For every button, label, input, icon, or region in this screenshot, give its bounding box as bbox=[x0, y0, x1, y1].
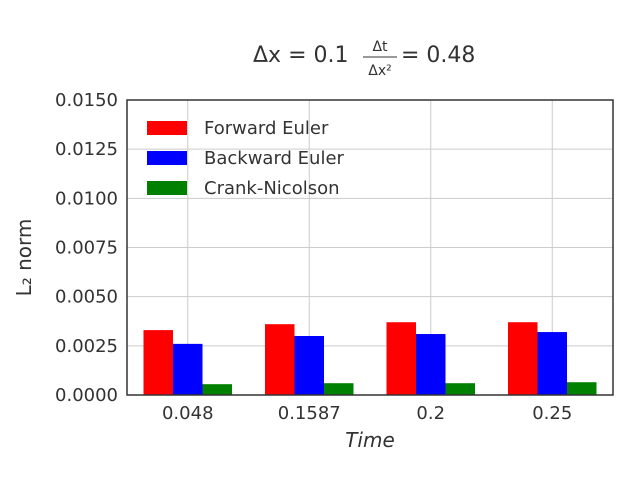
x-axis-label: Time bbox=[345, 428, 395, 452]
legend-label: Backward Euler bbox=[204, 148, 345, 169]
bar-backward-euler-0 bbox=[173, 343, 203, 395]
y-tick-labels: 0.0000 0.0025 0.0050 0.0075 0.0100 0.0125 0.01… bbox=[55, 90, 118, 406]
bar-crank-nicolson-1 bbox=[324, 383, 354, 395]
x-tick-label: 0.2 bbox=[416, 403, 445, 424]
bar-crank-nicolson-0 bbox=[202, 384, 232, 395]
y-axis-label: L₂ norm bbox=[12, 219, 36, 297]
legend-swatch bbox=[147, 181, 187, 195]
x-tick-label: 0.1587 bbox=[278, 403, 341, 424]
legend-swatch bbox=[147, 151, 187, 165]
y-tick-label: 0.0125 bbox=[55, 139, 118, 160]
y-tick-label: 0.0000 bbox=[55, 385, 118, 406]
legend-label: Forward Euler bbox=[204, 118, 329, 139]
legend-label: Crank-Nicolson bbox=[204, 178, 340, 199]
bar-forward-euler-2 bbox=[386, 322, 416, 395]
y-tick-label: 0.0075 bbox=[55, 238, 118, 259]
y-tick-label: 0.0050 bbox=[55, 287, 118, 308]
bar-crank-nicolson-2 bbox=[445, 383, 475, 395]
y-tick-label: 0.0150 bbox=[55, 90, 118, 111]
bar-backward-euler-2 bbox=[416, 334, 446, 395]
title-lhs: Δx = 0.1 bbox=[253, 43, 348, 68]
bar-backward-euler-3 bbox=[537, 332, 567, 395]
bar-backward-euler-1 bbox=[294, 336, 324, 395]
bar-crank-nicolson-3 bbox=[567, 382, 597, 395]
legend: Forward Euler Backward Euler Crank-Nicolso… bbox=[147, 118, 345, 199]
title-frac-num: Δt bbox=[372, 39, 388, 55]
title-rhs: = 0.48 bbox=[401, 43, 475, 68]
plot-frame bbox=[126, 99, 614, 396]
x-tick-label: 0.25 bbox=[532, 403, 572, 424]
bar-forward-euler-0 bbox=[143, 330, 173, 395]
bar-forward-euler-3 bbox=[508, 322, 538, 395]
bar-forward-euler-1 bbox=[265, 324, 295, 395]
x-tick-labels: 0.048 0.1587 0.2 0.25 bbox=[162, 403, 572, 424]
legend-swatch bbox=[147, 121, 187, 135]
bars bbox=[143, 322, 597, 395]
x-tick-label: 0.048 bbox=[162, 403, 214, 424]
y-tick-label: 0.0100 bbox=[55, 188, 118, 209]
title-frac-den: Δx² bbox=[368, 63, 391, 79]
y-tick-label: 0.0025 bbox=[55, 336, 118, 357]
chart-title: Δx = 0.1 Δt Δx² = 0.48 bbox=[253, 39, 475, 79]
